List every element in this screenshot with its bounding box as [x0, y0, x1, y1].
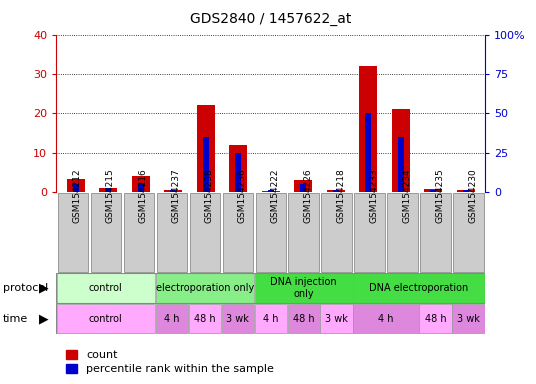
Bar	[57, 304, 155, 333]
Text: 4 h: 4 h	[263, 314, 278, 324]
Text: GSM154230: GSM154230	[468, 169, 478, 223]
Bar	[430, 190, 436, 192]
Bar	[294, 180, 312, 192]
Bar	[91, 193, 121, 272]
Text: 48 h: 48 h	[293, 314, 315, 324]
Bar	[420, 304, 452, 333]
Bar	[354, 193, 385, 272]
Text: 4 h: 4 h	[378, 314, 394, 324]
Text: GSM154212: GSM154212	[73, 169, 82, 223]
Bar	[106, 188, 111, 192]
Bar	[255, 273, 353, 303]
Bar	[322, 193, 352, 272]
Bar	[229, 145, 247, 192]
Bar	[392, 109, 410, 192]
Text: 3 wk: 3 wk	[325, 314, 348, 324]
Bar	[353, 273, 485, 303]
Text: 48 h: 48 h	[194, 314, 215, 324]
Text: 48 h: 48 h	[425, 314, 446, 324]
Bar	[99, 188, 117, 192]
Bar	[67, 179, 85, 192]
Bar	[255, 304, 287, 333]
Bar	[388, 193, 418, 272]
Text: 3 wk: 3 wk	[457, 314, 480, 324]
Bar	[138, 182, 144, 192]
Text: time: time	[3, 314, 28, 324]
Bar	[268, 190, 273, 192]
Bar	[256, 193, 286, 272]
Text: GSM154235: GSM154235	[436, 169, 444, 223]
Text: GDS2840 / 1457622_at: GDS2840 / 1457622_at	[190, 12, 352, 26]
Bar	[365, 113, 371, 192]
Text: GSM154218: GSM154218	[337, 169, 346, 223]
Bar	[353, 304, 419, 333]
Bar	[424, 189, 442, 192]
Bar	[321, 304, 353, 333]
Text: 4 h: 4 h	[164, 314, 180, 324]
Text: GSM154238: GSM154238	[205, 169, 214, 223]
Text: control: control	[89, 314, 123, 324]
Bar	[155, 304, 188, 333]
Bar	[203, 137, 209, 192]
Text: DNA electroporation: DNA electroporation	[369, 283, 469, 293]
Bar	[452, 304, 485, 333]
Bar	[222, 193, 253, 272]
Bar	[132, 176, 150, 192]
Legend: count, percentile rank within the sample: count, percentile rank within the sample	[62, 345, 279, 379]
Bar	[170, 190, 176, 192]
Text: GSM154237: GSM154237	[172, 169, 181, 223]
Bar	[333, 190, 339, 192]
Bar	[157, 193, 187, 272]
Bar	[453, 193, 484, 272]
Text: ▶: ▶	[39, 281, 49, 295]
Text: DNA injection
only: DNA injection only	[270, 277, 337, 299]
Bar	[262, 191, 280, 192]
Bar	[57, 193, 88, 272]
Text: control: control	[89, 283, 123, 293]
Bar	[189, 304, 221, 333]
Text: GSM154216: GSM154216	[139, 169, 148, 223]
Text: protocol: protocol	[3, 283, 48, 293]
Text: GSM154234: GSM154234	[403, 169, 412, 223]
Bar	[300, 184, 306, 192]
Text: 3 wk: 3 wk	[226, 314, 249, 324]
Bar	[463, 190, 468, 192]
Bar	[327, 190, 345, 192]
Bar	[287, 304, 320, 333]
Bar	[359, 66, 377, 192]
Bar	[124, 193, 154, 272]
Bar	[155, 273, 254, 303]
Bar	[73, 184, 79, 192]
Bar	[235, 153, 241, 192]
Text: GSM154215: GSM154215	[106, 169, 115, 223]
Bar	[57, 273, 155, 303]
Bar	[457, 190, 474, 192]
Bar	[221, 304, 254, 333]
Text: GSM154236: GSM154236	[237, 169, 247, 223]
Bar	[398, 137, 404, 192]
Text: GSM154222: GSM154222	[271, 169, 280, 223]
Text: GSM154226: GSM154226	[304, 169, 312, 223]
Text: GSM154233: GSM154233	[370, 169, 378, 223]
Bar	[288, 193, 319, 272]
Bar	[420, 193, 451, 272]
Text: electroporation only: electroporation only	[155, 283, 254, 293]
Text: ▶: ▶	[39, 312, 49, 325]
Bar	[190, 193, 220, 272]
Bar	[197, 106, 214, 192]
Bar	[165, 190, 182, 192]
